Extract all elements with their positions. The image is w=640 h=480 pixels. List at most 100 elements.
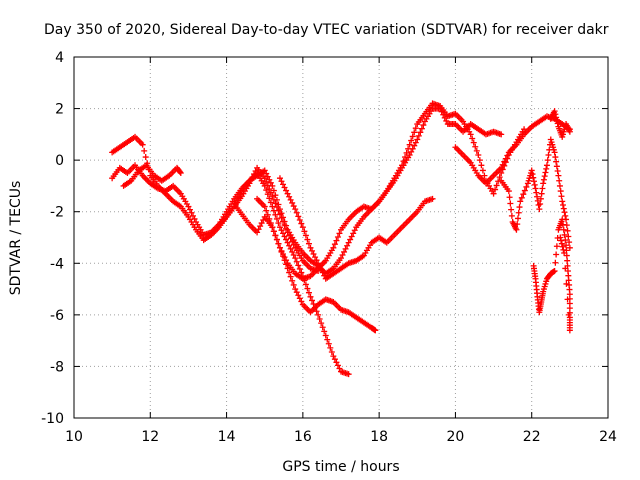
plus-mark (278, 227, 285, 234)
plus-mark (560, 205, 567, 212)
plus-mark (270, 228, 277, 235)
grid-lines (74, 57, 608, 418)
plus-mark (411, 142, 418, 149)
plus-mark (177, 169, 184, 176)
plus-mark (296, 265, 303, 272)
plus-mark (515, 209, 522, 216)
plus-mark (562, 265, 569, 272)
plus-mark (440, 111, 447, 118)
plus-mark (557, 188, 564, 195)
y-tick-label: -10 (41, 411, 64, 427)
plus-mark (552, 111, 559, 118)
plus-mark (283, 187, 290, 194)
plus-mark (348, 233, 355, 240)
plus-mark (543, 165, 550, 172)
plus-mark (261, 203, 268, 210)
series-track-i (498, 136, 573, 251)
plus-mark (556, 177, 563, 184)
plus-mark (411, 129, 418, 136)
plus-mark (341, 248, 348, 255)
plus-mark (342, 245, 349, 252)
plus-mark (287, 273, 294, 280)
plus-mark (322, 332, 329, 339)
plus-mark (278, 247, 285, 254)
plus-mark (441, 114, 448, 121)
plus-mark (296, 216, 303, 223)
plus-mark (296, 295, 303, 302)
plus-mark (269, 182, 276, 189)
plus-mark (408, 148, 415, 155)
plus-mark (553, 163, 560, 170)
plus-mark (496, 174, 503, 181)
x-tick-label: 20 (447, 429, 465, 445)
plus-mark (278, 210, 285, 217)
plus-mark (263, 207, 270, 214)
series-track-c (120, 162, 184, 189)
plus-mark (540, 180, 547, 187)
plus-mark (412, 125, 419, 132)
plus-mark (284, 239, 291, 246)
plus-mark (272, 192, 279, 199)
plus-mark (555, 172, 562, 179)
plus-mark (310, 251, 317, 258)
plus-mark (266, 176, 273, 183)
y-tick-label: 2 (55, 102, 64, 118)
plus-mark (336, 365, 343, 372)
plus-mark (414, 136, 421, 143)
plus-mark (345, 239, 352, 246)
plus-mark (506, 194, 513, 201)
x-tick-label: 24 (599, 429, 617, 445)
plus-mark (351, 227, 358, 234)
axis-ticks (73, 56, 609, 419)
plus-mark (505, 188, 512, 195)
plus-mark (408, 137, 415, 144)
plus-mark (565, 311, 572, 318)
plus-mark (417, 129, 424, 136)
plus-mark (319, 269, 326, 276)
plus-mark (260, 216, 267, 223)
plus-mark (318, 320, 325, 327)
y-tick-label: 4 (55, 50, 64, 66)
plus-mark (532, 185, 539, 192)
plus-mark (255, 226, 262, 233)
plus-mark (530, 174, 537, 181)
plus-mark (302, 281, 309, 288)
plus-mark (473, 147, 480, 154)
plus-mark (409, 145, 416, 152)
plus-mark (333, 359, 340, 366)
plus-mark (559, 243, 566, 250)
plus-mark (289, 199, 296, 206)
series-track-f (276, 175, 436, 282)
plus-mark (344, 242, 351, 249)
plus-mark (514, 221, 521, 228)
plus-mark (492, 186, 499, 193)
plus-mark (281, 218, 288, 225)
plus-mark (543, 162, 550, 169)
plus-mark (507, 200, 514, 207)
plus-mark (283, 236, 290, 243)
plus-mark (334, 233, 341, 240)
plus-mark (516, 204, 523, 211)
plus-mark (490, 190, 497, 197)
plus-mark (504, 152, 511, 159)
y-axis-label: SDTVAR / TECUs (8, 181, 24, 296)
plus-mark (420, 122, 427, 129)
series-track-d (215, 100, 528, 277)
plus-mark (272, 232, 279, 239)
plus-mark (283, 222, 290, 229)
plus-mark (298, 269, 305, 276)
plus-mark (258, 220, 265, 227)
x-tick-label: 22 (523, 429, 541, 445)
plus-mark (553, 251, 560, 258)
plus-mark (280, 230, 287, 237)
plus-mark (523, 183, 530, 190)
plus-mark (264, 191, 271, 198)
plus-mark (290, 203, 297, 210)
plus-mark (339, 252, 346, 259)
plus-mark (501, 158, 508, 165)
plot-frame (73, 56, 609, 419)
plus-mark (540, 176, 547, 183)
plus-mark (301, 228, 308, 235)
plus-mark (476, 157, 483, 164)
x-axis-label: GPS time / hours (282, 459, 399, 475)
